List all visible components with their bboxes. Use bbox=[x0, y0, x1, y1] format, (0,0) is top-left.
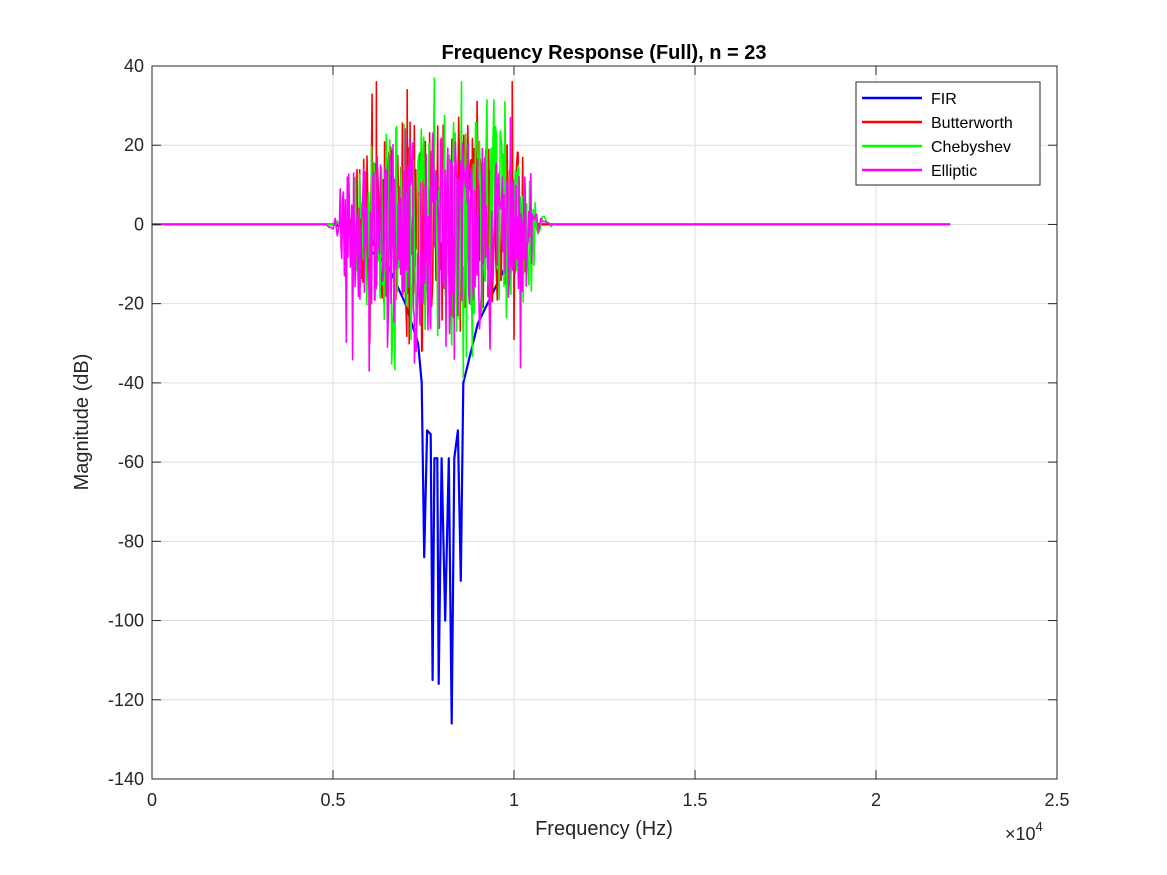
y-tick-label: -20 bbox=[118, 294, 144, 314]
legend-entry-label: Elliptic bbox=[931, 163, 977, 180]
legend-entry-label: Butterworth bbox=[931, 115, 1013, 132]
x-tick-label: 1.5 bbox=[682, 790, 707, 810]
ticks: 0 0.5 1 1.5 2 2.5 40 20 0 -20 -40 -60 -80 -100 -120 -14… bbox=[108, 56, 1070, 810]
x-axis-label: Frequency (Hz) bbox=[535, 818, 673, 840]
svg-text:×104: ×104 bbox=[1005, 819, 1043, 844]
y-tick-label: -80 bbox=[118, 531, 144, 551]
y-tick-label: -60 bbox=[118, 452, 144, 472]
y-tick-label: -100 bbox=[108, 611, 144, 631]
x-tick-label: 2.5 bbox=[1044, 790, 1069, 810]
y-tick-label: -40 bbox=[118, 373, 144, 393]
x-tick-label: 2 bbox=[871, 790, 881, 810]
legend-entry-label: Chebyshev bbox=[931, 139, 1011, 156]
axes-box bbox=[151, 65, 1058, 780]
series-line-elliptic bbox=[152, 116, 951, 372]
x-exponent-label: ×104 bbox=[1005, 819, 1043, 844]
y-tick-label: -140 bbox=[108, 769, 144, 789]
series-layer bbox=[152, 77, 951, 725]
chart-title: Frequency Response (Full), n = 23 bbox=[441, 42, 766, 64]
legend-entry-label: FIR bbox=[931, 91, 957, 108]
x-exponent-power: 4 bbox=[1036, 819, 1043, 834]
y-axis-label: Magnitude (dB) bbox=[71, 354, 93, 491]
y-tick-label: 40 bbox=[124, 56, 144, 76]
legend: FIR Butterworth Chebyshev Elliptic bbox=[855, 81, 1041, 186]
x-exponent-base: ×10 bbox=[1005, 824, 1036, 844]
x-tick-label: 0.5 bbox=[320, 790, 345, 810]
y-tick-label: 20 bbox=[124, 135, 144, 155]
x-tick-label: 1 bbox=[509, 790, 519, 810]
y-tick-label: 0 bbox=[134, 214, 144, 234]
y-tick-label: -120 bbox=[108, 690, 144, 710]
x-tick-label: 0 bbox=[147, 790, 157, 810]
